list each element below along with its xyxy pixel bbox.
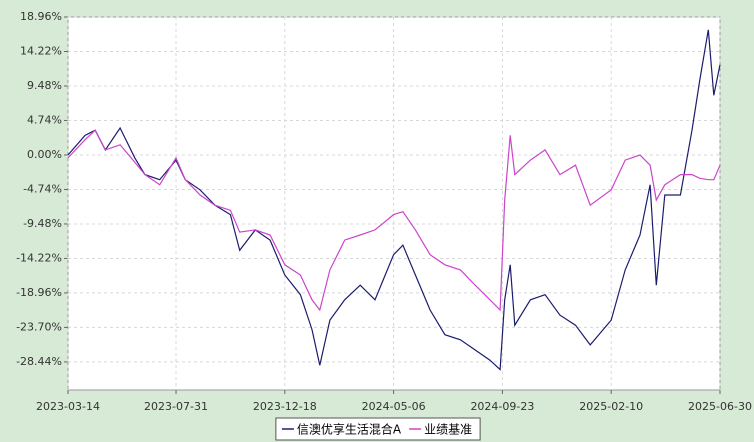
y-tick-label: 4.74% [27, 113, 62, 126]
x-tick-label: 2023-03-14 [36, 400, 100, 413]
legend: 信澳优享生活混合A 业绩基准 [275, 417, 481, 441]
legend-label: 业绩基准 [424, 423, 472, 437]
y-tick-label: -18.96% [16, 286, 62, 299]
y-tick-label: -9.48% [23, 217, 62, 230]
x-tick-label: 2024-09-23 [470, 400, 534, 413]
y-tick-label: -28.44% [16, 355, 62, 368]
legend-label: 信澳优享生活混合A [297, 422, 402, 437]
x-tick-label: 2025-06-30 [688, 400, 752, 413]
x-tick-label: 2023-07-31 [144, 400, 208, 413]
y-tick-label: 0.00% [27, 148, 62, 161]
legend-box [275, 417, 481, 441]
y-tick-label: -4.74% [23, 182, 62, 195]
y-tick-label: 14.22% [20, 44, 62, 57]
x-tick-label: 2025-02-10 [579, 400, 643, 413]
y-tick-label: 18.96% [20, 10, 62, 23]
x-tick-label: 2024-05-06 [362, 400, 426, 413]
y-tick-label: -23.70% [16, 320, 62, 333]
series-line [67, 129, 721, 312]
x-tick-label: 2023-12-18 [253, 400, 317, 413]
y-tick-label: 9.48% [27, 79, 62, 92]
y-tick-label: -14.22% [16, 251, 62, 264]
